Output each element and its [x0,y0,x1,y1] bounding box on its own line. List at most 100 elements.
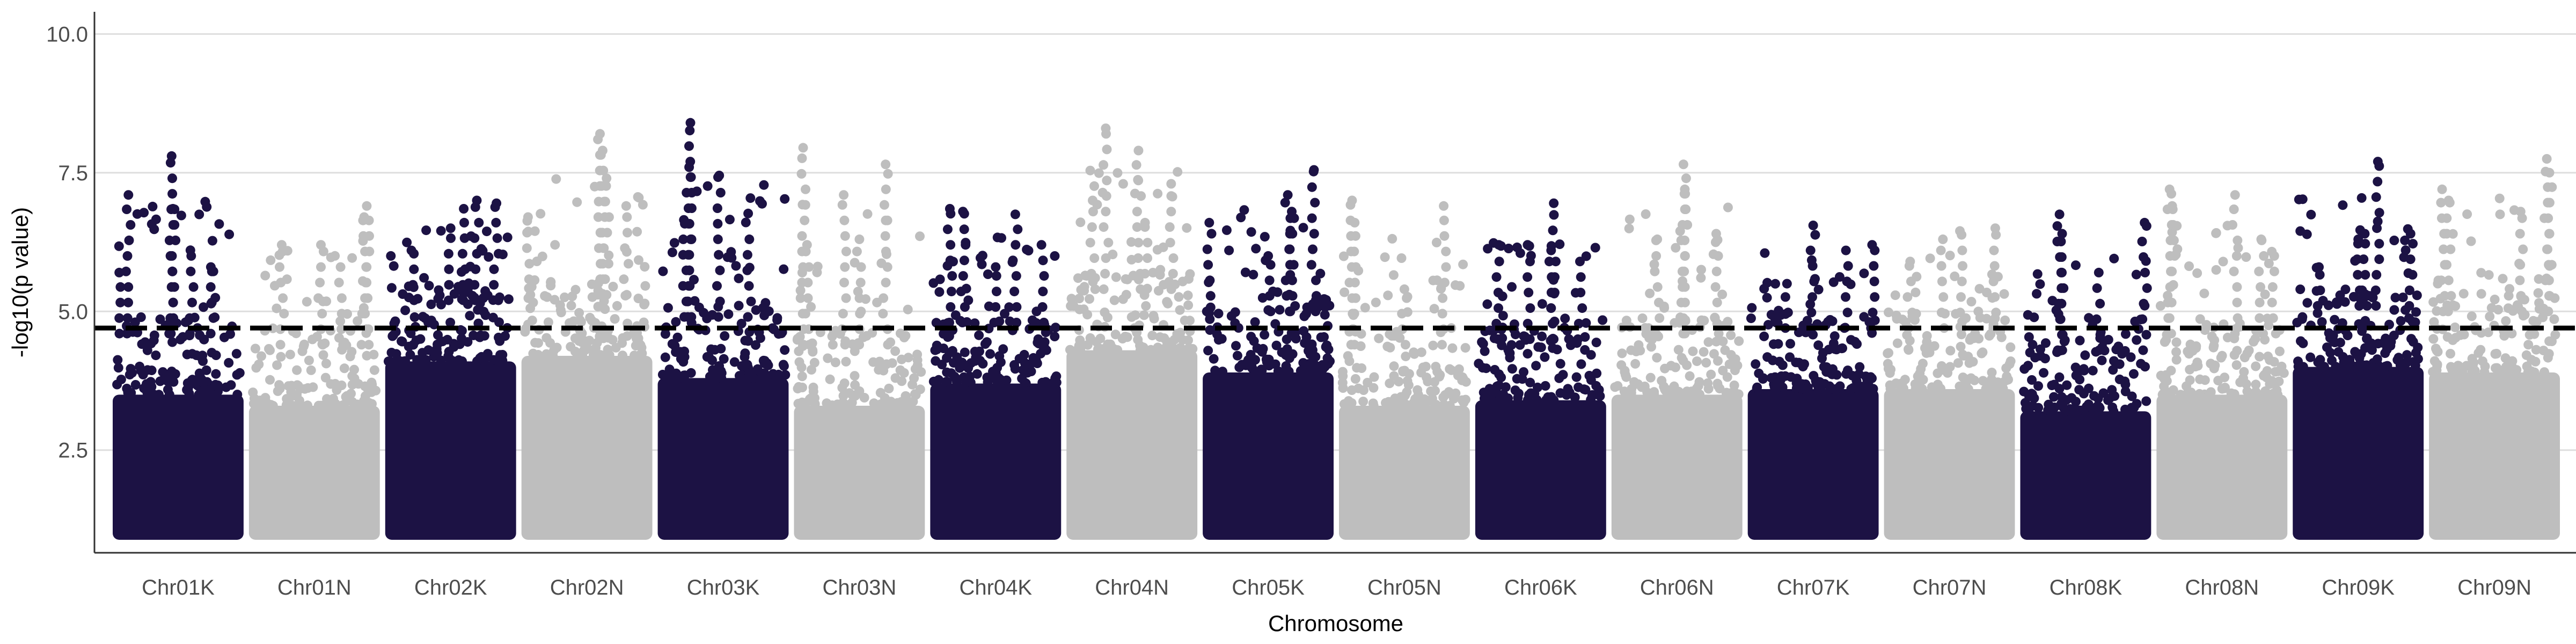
data-point [743,208,753,218]
data-point [670,341,680,351]
data-point [415,334,426,344]
data-point [1013,224,1023,235]
data-point [522,243,532,253]
data-point [2195,314,2205,324]
data-point [1036,348,1046,358]
data-point [198,378,208,387]
data-point [491,217,501,228]
data-point [1148,268,1158,277]
data-point [1239,205,1249,215]
data-point [600,274,610,284]
data-point [1706,369,1716,379]
data-point [1439,399,1449,409]
data-point [972,369,982,379]
data-point [336,380,347,390]
data-point [890,346,901,356]
data-point [1011,240,1021,250]
data-point [1085,294,1094,304]
peak-point [1867,240,1877,250]
data-point [899,332,909,342]
data-point [2381,361,2391,371]
data-point [2071,397,2081,407]
data-point [1681,173,1691,184]
data-point [2258,328,2268,339]
data-point [1547,334,1557,344]
data-point [1927,382,1937,392]
data-point [1280,367,1291,377]
data-point [1337,378,1348,388]
data-point [1172,345,1182,355]
data-point [1389,371,1399,381]
data-point [2231,251,2242,261]
data-point [2361,360,2372,370]
data-point [1956,292,1966,302]
peak-point [991,262,1001,272]
data-point [1505,353,1515,363]
data-point [199,334,209,345]
data-point [1089,253,1100,263]
data-point [525,290,536,300]
data-point [266,255,276,265]
data-point [1250,317,1260,327]
data-point [2107,402,2118,412]
data-point [793,399,803,409]
data-point [635,350,645,360]
data-point [1183,300,1194,310]
data-point [2385,341,2396,351]
data-point [1870,292,1880,302]
data-point [1651,328,1661,339]
peak-point [316,240,326,250]
data-point [1967,357,1977,367]
data-point [883,340,893,350]
data-point [1246,227,1256,237]
data-point [248,387,258,398]
data-point [1555,239,1565,250]
data-point [678,250,688,260]
data-point [206,282,216,292]
data-point [470,280,480,290]
data-point [1682,220,1693,230]
x-tick-label: Chr01K [142,576,215,599]
data-point [1086,269,1096,279]
data-point [1422,397,1432,407]
data-point [1496,372,1506,383]
data-point [2218,257,2228,267]
data-point [950,310,961,320]
data-point [1832,370,1842,380]
peak-point [1546,245,1556,255]
chromosome-points-Chr03N [792,143,926,540]
data-point [2075,365,2085,376]
data-point [1830,344,1840,354]
data-point [1322,353,1333,363]
data-point [604,350,614,360]
data-point [1090,284,1100,294]
data-point [2231,360,2242,370]
data-point [2138,345,2148,355]
data-point [1441,246,1451,257]
data-point [957,318,968,327]
data-point [736,319,747,328]
data-point [1117,334,1128,343]
data-point [1273,366,1283,376]
data-point [1066,294,1077,304]
data-point [2527,355,2537,365]
data-point [2262,389,2271,399]
data-point [731,261,741,271]
peak-point [2314,262,2324,272]
data-point [1343,396,1353,406]
data-point [1307,213,1317,223]
data-point [1231,341,1241,351]
data-point [167,189,178,199]
data-point [127,368,137,378]
data-point [678,281,688,291]
data-point [1546,288,1556,298]
data-point [272,303,282,313]
peak-point [1678,159,1688,170]
data-point [2136,358,2146,369]
data-point [1945,362,1955,372]
peak-point [2405,229,2416,239]
y-tick-label: 7.5 [58,162,88,185]
data-point [130,317,140,327]
data-point [1133,175,1144,186]
data-point [994,373,1004,383]
